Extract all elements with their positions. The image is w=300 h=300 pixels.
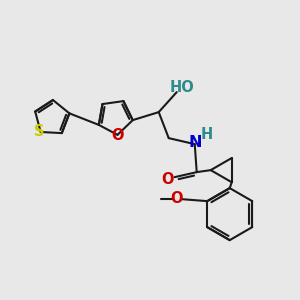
Text: HO: HO bbox=[169, 80, 194, 94]
Text: H: H bbox=[201, 127, 213, 142]
Text: O: O bbox=[161, 172, 174, 187]
Text: N: N bbox=[189, 135, 202, 150]
Text: O: O bbox=[111, 128, 124, 143]
Text: O: O bbox=[170, 190, 182, 206]
Text: S: S bbox=[34, 124, 45, 140]
